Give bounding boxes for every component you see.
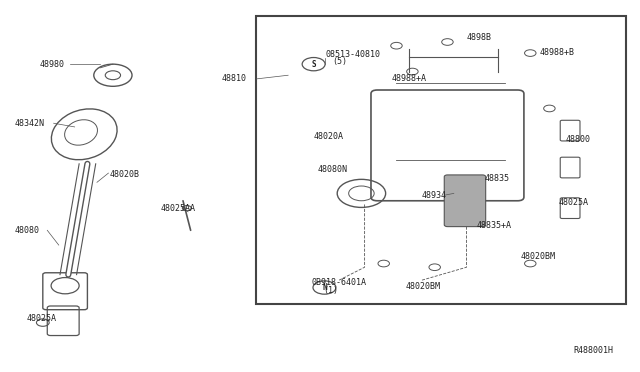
Text: 48020BM: 48020BM xyxy=(406,282,441,291)
Text: 48020BM: 48020BM xyxy=(521,252,556,262)
Text: 48020A: 48020A xyxy=(314,132,344,141)
Text: 0B918-6401A: 0B918-6401A xyxy=(312,278,367,287)
Text: R488001H: R488001H xyxy=(573,346,613,355)
Text: 48025A: 48025A xyxy=(27,314,57,323)
Text: 48835+A: 48835+A xyxy=(476,221,511,230)
Text: S: S xyxy=(311,60,316,69)
Text: 48810: 48810 xyxy=(221,74,246,83)
Text: 48988+A: 48988+A xyxy=(392,74,426,83)
Text: 48800: 48800 xyxy=(565,135,590,144)
Text: 08513-40810: 08513-40810 xyxy=(325,51,380,60)
Text: 48342N: 48342N xyxy=(14,119,44,128)
Text: 48020B: 48020B xyxy=(109,170,140,179)
Text: 48980: 48980 xyxy=(40,60,65,69)
Text: N: N xyxy=(322,283,327,292)
Text: 48080: 48080 xyxy=(14,226,39,235)
Text: 48835: 48835 xyxy=(484,174,509,183)
Text: 48988+B: 48988+B xyxy=(540,48,575,57)
Text: 4898B: 4898B xyxy=(467,33,492,42)
Text: 48934: 48934 xyxy=(422,191,447,200)
Text: 48080N: 48080N xyxy=(317,165,348,174)
Text: 48025A: 48025A xyxy=(559,198,589,207)
Bar xyxy=(256,16,626,304)
Text: (5): (5) xyxy=(333,57,348,67)
Text: 48025AA: 48025AA xyxy=(161,203,196,213)
FancyBboxPatch shape xyxy=(444,175,486,227)
Text: (1): (1) xyxy=(323,286,338,295)
